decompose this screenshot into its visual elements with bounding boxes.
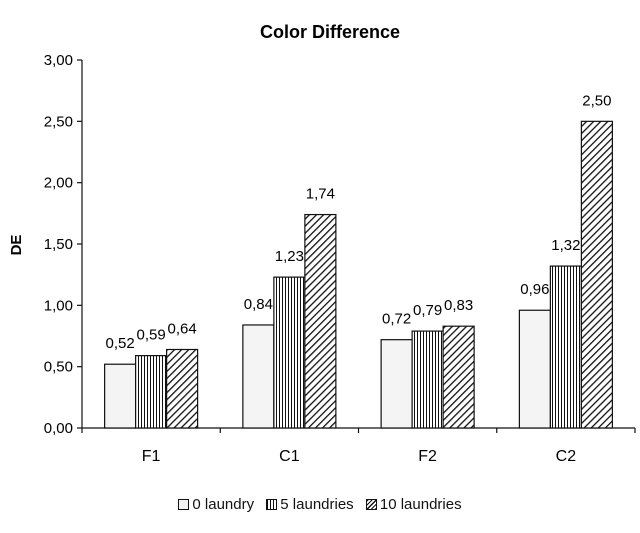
y-tick-label: 0,50: [44, 359, 73, 376]
bar: [580, 120, 613, 429]
legend-item-0-laundry: 0 laundry: [178, 496, 254, 513]
data-label: 0,52: [106, 335, 135, 352]
y-tick-label: 1,50: [44, 236, 73, 253]
y-tick-label: 2,00: [44, 175, 73, 192]
legend-swatch-10-laundries: [365, 499, 377, 510]
y-tick-label: 1,00: [44, 297, 73, 314]
axes: 0,00 0,50 1,00 1,50 2,00 2,50 3,00 F1 C1 F2 C2: [44, 52, 636, 465]
bar: [518, 309, 551, 429]
legend-swatch-5-laundries: [266, 499, 278, 510]
x-tick-label: C2: [556, 448, 577, 465]
bar: [242, 324, 275, 429]
data-label: 0,96: [520, 281, 549, 298]
data-label: 1,23: [275, 248, 304, 265]
legend-swatch-0-laundry: [178, 499, 190, 510]
bars: [104, 120, 613, 429]
data-label: 0,59: [137, 327, 166, 344]
bar: [380, 339, 413, 429]
legend-item-5-laundries: 5 laundries: [266, 496, 354, 513]
bar: [135, 355, 168, 429]
x-tick-label: F2: [418, 448, 437, 465]
data-label: 0,83: [444, 297, 473, 314]
legend-item-10-laundries: 10 laundries: [365, 496, 462, 513]
data-label: 1,32: [551, 237, 580, 254]
x-tick-label: F1: [142, 448, 161, 465]
legend-label-0-laundry: 0 laundry: [192, 496, 255, 513]
data-label: 1,74: [306, 186, 335, 203]
value-labels: 0,52 0,84 0,72 0,96 0,59 1,23 0,79 1,32 0,64 1,74…: [106, 92, 612, 352]
bar: [411, 330, 444, 429]
bar: [166, 348, 199, 429]
bar: [104, 363, 137, 429]
y-tick-label: 2,50: [44, 113, 73, 130]
data-label: 2,50: [582, 92, 611, 109]
y-tick-label: 0,00: [44, 420, 73, 437]
x-tick-label: C1: [279, 448, 300, 465]
data-label: 0,72: [382, 311, 411, 328]
chart-title: Color Difference: [260, 22, 400, 42]
data-label: 0,64: [168, 320, 197, 337]
bar: [442, 325, 475, 429]
legend-label-5-laundries: 5 laundries: [280, 496, 354, 513]
legend-label-10-laundries: 10 laundries: [379, 496, 462, 513]
y-tick-label: 3,00: [44, 52, 73, 69]
data-label: 0,79: [413, 302, 442, 319]
bar: [549, 265, 582, 429]
y-axis-label: DE: [8, 235, 25, 256]
bar: [304, 213, 337, 429]
legend: 0 laundry 5 laundries 10 laundries: [0, 496, 640, 514]
data-label: 0,84: [244, 296, 273, 313]
bar: [273, 276, 306, 429]
